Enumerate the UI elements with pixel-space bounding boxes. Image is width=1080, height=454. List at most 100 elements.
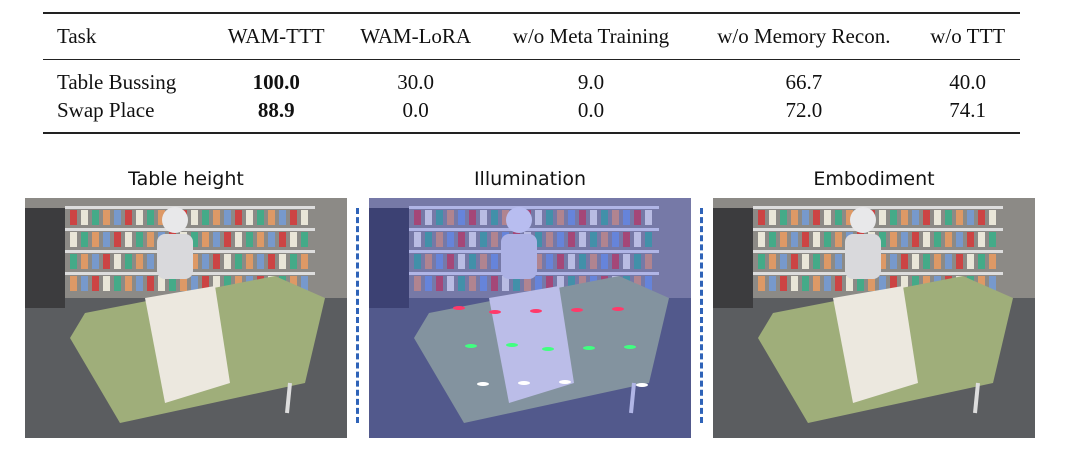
light-spot	[571, 308, 583, 312]
product	[246, 232, 253, 247]
product	[857, 276, 864, 291]
product	[945, 210, 952, 225]
product	[70, 210, 77, 225]
product	[290, 276, 297, 291]
cell: 30.0	[397, 69, 435, 94]
product	[890, 276, 897, 291]
product	[114, 210, 121, 225]
product	[213, 276, 220, 291]
machine	[25, 208, 65, 308]
product	[579, 254, 586, 269]
product	[458, 276, 465, 291]
product	[590, 254, 597, 269]
product	[425, 210, 432, 225]
product	[890, 254, 897, 269]
product	[813, 276, 820, 291]
product	[213, 254, 220, 269]
product	[147, 276, 154, 291]
scene-photo	[369, 198, 691, 438]
product	[758, 232, 765, 247]
product	[879, 254, 886, 269]
shelf	[65, 206, 315, 209]
product	[70, 254, 77, 269]
product	[978, 210, 985, 225]
product	[191, 254, 198, 269]
product	[524, 276, 531, 291]
header-cell: Task	[57, 24, 97, 48]
scene-photo	[713, 198, 1035, 438]
product	[568, 276, 575, 291]
product	[103, 210, 110, 225]
product	[70, 232, 77, 247]
product	[447, 210, 454, 225]
product	[824, 276, 831, 291]
product	[414, 276, 421, 291]
product	[769, 210, 776, 225]
product	[846, 276, 853, 291]
product	[912, 232, 919, 247]
product	[268, 232, 275, 247]
product	[546, 232, 553, 247]
product	[934, 210, 941, 225]
cell: 100.0	[252, 69, 300, 94]
product	[469, 254, 476, 269]
product	[414, 254, 421, 269]
product	[901, 210, 908, 225]
product	[634, 276, 641, 291]
header-cell: w/o Memory Recon.	[717, 24, 891, 48]
product	[81, 210, 88, 225]
product	[136, 276, 143, 291]
product	[92, 254, 99, 269]
product	[989, 232, 996, 247]
product	[125, 254, 132, 269]
product	[425, 254, 432, 269]
product	[414, 232, 421, 247]
robot-head	[162, 207, 188, 233]
product	[956, 210, 963, 225]
product	[791, 210, 798, 225]
header-cell: w/o Meta Training	[512, 24, 670, 48]
product	[103, 254, 110, 269]
product	[92, 276, 99, 291]
product	[480, 210, 487, 225]
product	[557, 254, 564, 269]
product	[612, 254, 619, 269]
product	[791, 254, 798, 269]
product	[257, 210, 264, 225]
product	[824, 254, 831, 269]
product	[758, 276, 765, 291]
product	[769, 276, 776, 291]
product	[301, 232, 308, 247]
product	[623, 254, 630, 269]
header-cell: w/o TTT	[930, 24, 1006, 48]
product	[301, 254, 308, 269]
robot-body	[501, 234, 537, 279]
table-runner	[145, 286, 230, 403]
product	[491, 276, 498, 291]
product	[268, 210, 275, 225]
product	[224, 254, 231, 269]
product	[158, 210, 165, 225]
table-runner	[833, 286, 918, 403]
product	[579, 210, 586, 225]
product	[458, 254, 465, 269]
product	[147, 254, 154, 269]
product	[191, 232, 198, 247]
product	[279, 210, 286, 225]
table-runner	[489, 286, 574, 403]
product	[491, 254, 498, 269]
product	[912, 276, 919, 291]
product	[136, 232, 143, 247]
product	[557, 232, 564, 247]
cell: 74.1	[949, 97, 987, 122]
product	[612, 232, 619, 247]
product	[634, 254, 641, 269]
product	[502, 210, 509, 225]
shelf	[409, 206, 659, 209]
product	[890, 232, 897, 247]
light-spot	[453, 306, 465, 310]
product	[414, 210, 421, 225]
product	[81, 254, 88, 269]
table-leg	[285, 382, 292, 414]
